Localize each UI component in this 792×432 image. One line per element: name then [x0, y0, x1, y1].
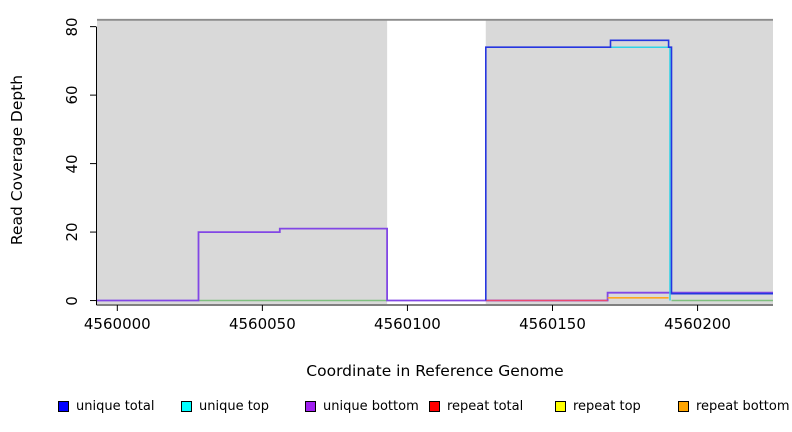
legend-item-unique-total: unique total — [58, 399, 154, 414]
legend-item-repeat-top: repeat top — [555, 399, 641, 414]
y-tick-label: 80 — [63, 17, 81, 37]
legend-swatch-icon — [555, 401, 566, 412]
y-tick-label: 40 — [63, 154, 81, 174]
legend-label: unique bottom — [323, 399, 419, 414]
legend-item-unique-top: unique top — [181, 399, 269, 414]
x-tick-label: 4560200 — [664, 315, 731, 333]
x-tick-label: 4560050 — [228, 315, 296, 333]
legend-label: repeat total — [447, 399, 524, 414]
legend-item-repeat-total: repeat total — [429, 399, 523, 414]
y-tick-label: 20 — [63, 222, 81, 242]
legend-swatch-icon — [305, 401, 316, 412]
legend-item-unique-bottom: unique bottom — [305, 399, 419, 414]
y-tick-label: 0 — [63, 295, 81, 306]
x-tick-label: 4560100 — [374, 315, 441, 333]
legend-swatch-icon — [181, 401, 192, 412]
x-tick-label: 4560150 — [519, 315, 586, 333]
y-tick-label: 60 — [63, 85, 81, 105]
legend-label: repeat top — [573, 399, 641, 414]
shaded-region — [485, 19, 773, 304]
legend-label: unique top — [199, 399, 270, 414]
x-tick-label: 4560000 — [83, 315, 151, 333]
legend-swatch-icon — [678, 401, 689, 412]
legend-swatch-icon — [429, 401, 440, 412]
series-line-unique-bottom — [97, 227, 773, 302]
x-axis-title: Coordinate in Reference Genome — [306, 362, 564, 380]
y-axis-title: Read Coverage Depth — [8, 74, 26, 246]
series-line-unique-total — [484, 39, 773, 301]
legend-label: repeat bottom — [696, 399, 790, 414]
legend-swatch-icon — [58, 401, 69, 412]
legend-item-repeat-bottom: repeat bottom — [678, 399, 790, 414]
legend-label: unique total — [76, 399, 155, 414]
shaded-region — [97, 19, 388, 304]
